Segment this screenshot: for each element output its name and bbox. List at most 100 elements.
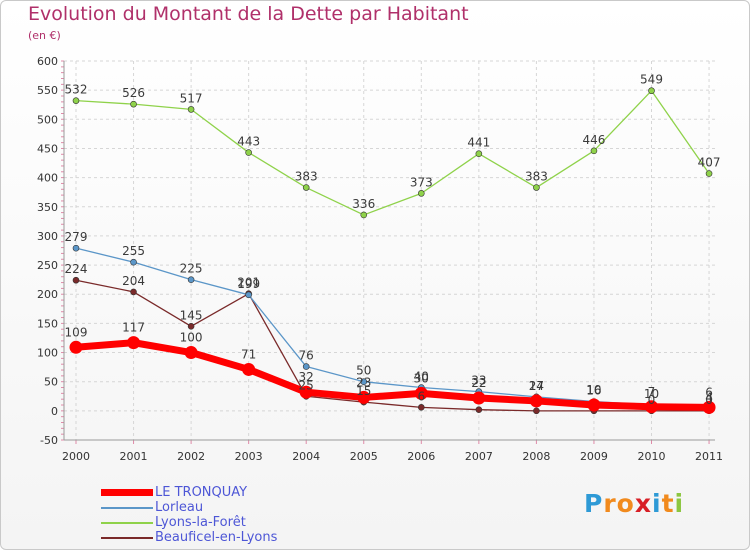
point-lyons-la-foret-2003 (245, 149, 252, 156)
data-label-lyons-la-foret-2007: 441 (467, 136, 490, 150)
point-lyons-la-foret-2007 (475, 150, 483, 158)
x-tick-label: 2004 (292, 450, 320, 463)
point-lorleau-2000 (72, 244, 80, 252)
data-label-le-tronquay-2010: 7 (648, 385, 656, 399)
data-label-lyons-la-foret-2008: 383 (525, 170, 548, 184)
x-tick-label: 2006 (407, 450, 435, 463)
logo-letter: i (652, 489, 662, 518)
data-label-lyons-la-foret-2006: 373 (410, 175, 433, 189)
x-tick-label: 2010 (638, 450, 666, 463)
point-le-tronquay-2006 (414, 386, 428, 400)
series-line-le-tronquay (72, 339, 713, 411)
x-tick-label: 2009 (580, 450, 608, 463)
series-line-lorleau (75, 247, 710, 410)
x-tick-label: 2007 (465, 450, 493, 463)
point-beauficel-en-lyons-2006 (417, 404, 425, 411)
data-label-lorleau-2011: 4 (705, 391, 713, 405)
data-label-le-tronquay-2011: 6 (705, 385, 713, 399)
logo-letter: o (616, 489, 635, 518)
x-tick-label: 2002 (177, 450, 205, 463)
y-tick-label: 450 (37, 142, 58, 155)
chart-unit-label: (en €) (28, 29, 61, 42)
data-label-lyons-la-foret-2000: 532 (65, 83, 88, 97)
y-tick-label: 600 (37, 55, 58, 68)
data-label-le-tronquay-2008: 17 (529, 379, 544, 393)
data-label-lorleau-2001: 255 (122, 244, 145, 258)
y-tick-label: 50 (44, 376, 58, 389)
legend-label-lyons-la-foret: Lyons-la-Forêt (155, 515, 246, 530)
legend-swatch-le-tronquay (101, 489, 153, 496)
point-le-tronquay-2007 (472, 391, 486, 405)
data-label-le-tronquay-2006: 30 (414, 371, 429, 385)
series-lines (72, 90, 713, 412)
x-tick-label: 2008 (522, 450, 550, 463)
data-label-beauficel-en-lyons-2006: 6 (417, 389, 425, 403)
point-le-tronquay-2002 (184, 346, 198, 360)
x-tick-label: 2001 (120, 450, 148, 463)
data-label-beauficel-en-lyons-2004: 25 (299, 378, 314, 392)
data-label-lyons-la-foret-2001: 526 (122, 86, 145, 100)
y-tick-label: 350 (37, 201, 58, 214)
data-label-le-tronquay-2003: 71 (241, 347, 256, 361)
data-label-lyons-la-foret-2004: 383 (295, 170, 318, 184)
logo-letter: i (674, 489, 685, 518)
data-label-lyons-la-foret-2009: 446 (582, 133, 605, 147)
y-tick-label: -50 (40, 434, 58, 447)
proxiti-logo: Proxiti (584, 489, 684, 518)
point-le-tronquay-2004 (299, 385, 313, 399)
data-label-lyons-la-foret-2002: 517 (180, 91, 203, 105)
chart-title: Evolution du Montant de la Dette par Hab… (28, 3, 469, 25)
y-tick-label: 0 (51, 405, 58, 418)
point-beauficel-en-lyons-2008 (533, 407, 540, 415)
point-beauficel-en-lyons-2000 (72, 276, 80, 284)
legend-label-lorleau: Lorleau (155, 500, 204, 515)
legend-label-le-tronquay: LE TRONQUAY (155, 485, 248, 500)
data-label-lorleau-2005: 50 (356, 364, 371, 378)
data-label-beauficel-en-lyons-2000: 224 (65, 262, 88, 276)
axes: -500501001502002503003504004505005506002… (37, 55, 723, 463)
series-line-lyons-la-foret (75, 90, 710, 216)
y-tick-label: 100 (37, 347, 58, 360)
point-lyons-la-foret-2004 (302, 184, 310, 191)
legend-swatch-lorleau (101, 507, 153, 509)
logo-letter: P (584, 489, 604, 518)
y-tick-label: 400 (37, 172, 58, 185)
data-label-lorleau-2002: 225 (180, 262, 203, 276)
data-label-lyons-la-foret-2011: 407 (698, 156, 721, 170)
point-le-tronquay-2011 (702, 400, 716, 414)
data-label-beauficel-en-lyons-2002: 145 (180, 308, 203, 322)
y-tick-label: 500 (37, 113, 58, 126)
data-label-lorleau-2010: 10 (644, 387, 659, 401)
x-tick-label: 2011 (695, 450, 723, 463)
point-lorleau-2002 (187, 276, 195, 283)
legend-swatch-beauficel-en-lyons (101, 537, 153, 539)
legend-swatch-lyons-la-foret (101, 522, 153, 524)
point-lyons-la-foret-2005 (360, 211, 368, 219)
data-label-lorleau-2006: 40 (414, 370, 429, 384)
data-label-lorleau-2004: 76 (299, 349, 314, 363)
point-beauficel-en-lyons-2007 (475, 406, 483, 413)
data-label-beauficel-en-lyons-2010: 0 (648, 393, 656, 407)
data-label-le-tronquay-2001: 117 (122, 321, 145, 335)
logo-letter: t (661, 489, 675, 518)
data-label-beauficel-en-lyons-2001: 204 (122, 274, 145, 288)
data-label-le-tronquay-2007: 22 (471, 376, 486, 390)
data-label-lorleau-2003: 199 (237, 277, 260, 291)
point-lyons-la-foret-2010 (648, 87, 655, 95)
point-le-tronquay-2001 (127, 336, 141, 350)
data-label-beauficel-en-lyons-2003: 201 (237, 276, 260, 290)
point-le-tronquay-2009 (587, 398, 601, 412)
y-tick-label: 150 (37, 317, 58, 330)
data-label-lorleau-2007: 33 (471, 374, 486, 388)
point-lyons-la-foret-2002 (187, 106, 195, 113)
point-lorleau-2001 (130, 258, 137, 266)
point-lorleau-2003 (245, 291, 252, 299)
point-lyons-la-foret-2001 (130, 100, 137, 108)
point-lyons-la-foret-2006 (417, 190, 425, 197)
point-lyons-la-foret-2009 (590, 147, 598, 155)
point-lorleau-2004 (302, 363, 310, 370)
y-tick-label: 550 (37, 84, 58, 97)
